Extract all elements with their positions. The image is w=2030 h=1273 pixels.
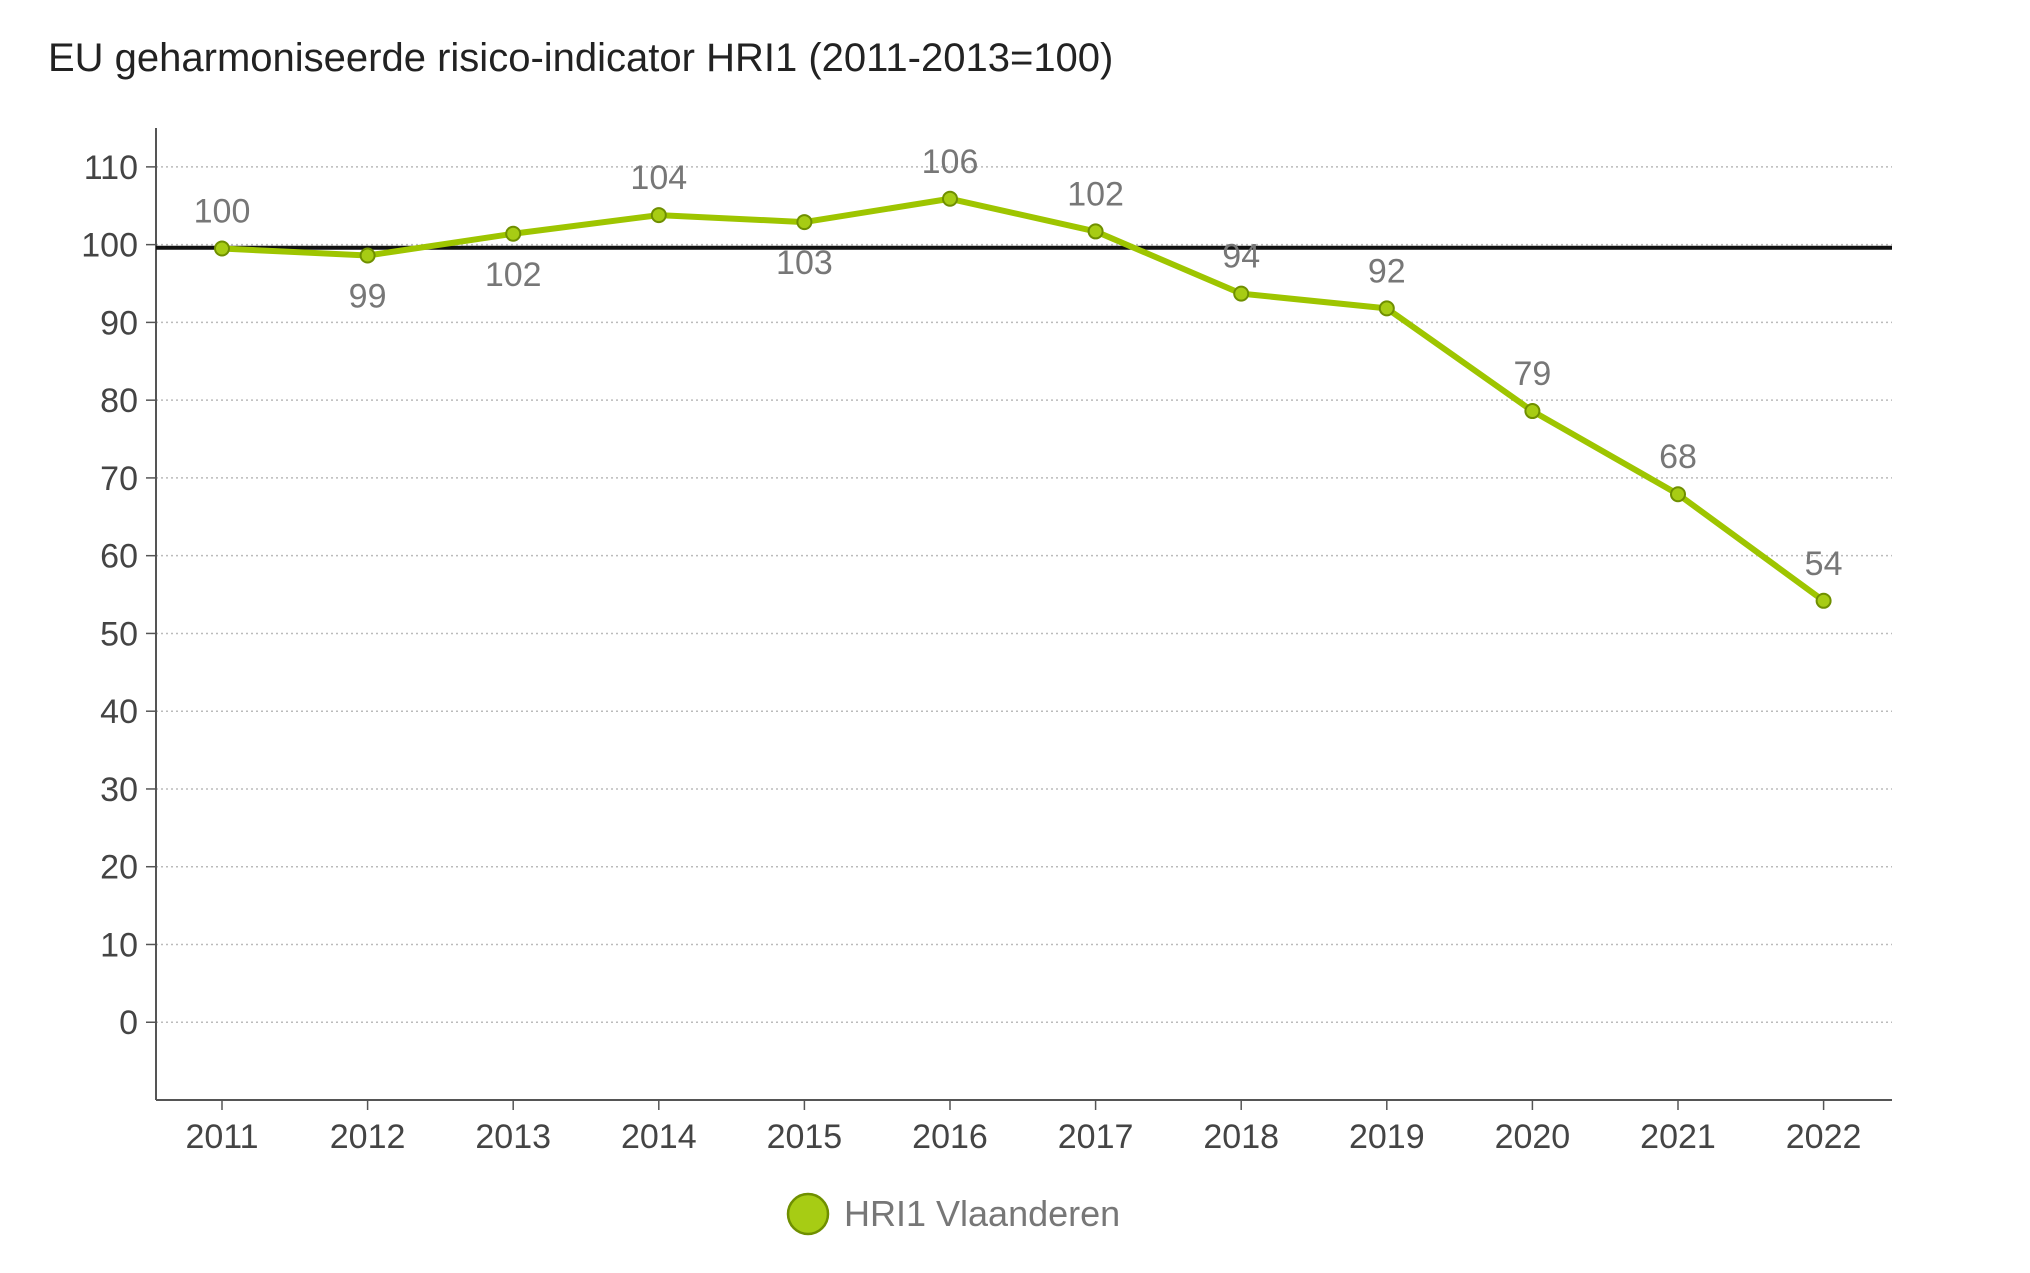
- x-tick-label: 2017: [1058, 1118, 1134, 1156]
- data-label: 99: [349, 278, 387, 316]
- y-tick-label: 60: [100, 538, 138, 576]
- x-tick-label: 2014: [621, 1118, 697, 1156]
- data-label: 102: [1067, 175, 1124, 213]
- data-point: [1233, 285, 1250, 302]
- series-group: [214, 190, 1832, 609]
- data-point: [1670, 486, 1686, 503]
- data-point: [942, 190, 958, 207]
- data-point: [796, 214, 813, 231]
- data-point: [1524, 403, 1541, 420]
- x-tick-label: 2012: [330, 1118, 406, 1156]
- x-axis: 2011 2012 2013 2014 2015 2016 2017 2018 2019 2020…: [156, 1099, 1892, 1156]
- chart-title: EU geharmoniseerde risico-indicator HRI1…: [48, 36, 1114, 80]
- y-tick-label: 50: [100, 615, 138, 653]
- y-axis: 0 10 20 30 40 50 60 70 80 90 100 110: [81, 128, 157, 1100]
- data-label: 104: [630, 159, 687, 197]
- x-tick-label: 2021: [1640, 1118, 1716, 1156]
- data-label: 102: [485, 256, 542, 294]
- data-point: [1815, 592, 1832, 609]
- y-tick-label: 20: [100, 849, 138, 887]
- y-tick-label: 100: [81, 227, 138, 265]
- data-label: 68: [1659, 438, 1697, 476]
- y-tick-label: 110: [84, 149, 138, 187]
- x-tick-label: 2018: [1203, 1118, 1279, 1156]
- y-tick-label: 0: [119, 1004, 138, 1042]
- data-point: [1087, 223, 1104, 240]
- y-tick-label: 30: [100, 771, 138, 809]
- legend: HRI1 Vlaanderen: [786, 1192, 1120, 1236]
- y-tick-label: 10: [100, 926, 138, 964]
- data-label: 94: [1222, 238, 1260, 276]
- data-label: 100: [194, 193, 251, 231]
- data-point: [505, 225, 522, 242]
- data-point: [214, 240, 230, 257]
- legend-label: HRI1 Vlaanderen: [844, 1193, 1120, 1234]
- series-line: [219, 195, 1827, 604]
- data-label: 92: [1368, 252, 1406, 290]
- data-label: 79: [1513, 355, 1551, 393]
- data-point: [650, 207, 667, 224]
- x-tick-label: 2022: [1786, 1118, 1862, 1156]
- data-label: 106: [922, 143, 979, 181]
- data-label: 103: [776, 244, 833, 282]
- grid-lines: [156, 166, 1892, 1023]
- y-tick-label: 80: [100, 382, 138, 420]
- data-point: [1378, 300, 1395, 317]
- x-tick-label: 2019: [1349, 1118, 1425, 1156]
- data-label: 54: [1805, 545, 1843, 583]
- x-tick-label: 2013: [475, 1118, 551, 1156]
- y-tick-label: 90: [100, 304, 138, 342]
- legend-marker: [786, 1192, 830, 1236]
- x-tick-label: 2011: [185, 1118, 258, 1156]
- data-labels: 100 99 102 104 103 106 102 94 92 79 68 54: [194, 143, 1843, 583]
- x-tick-label: 2020: [1495, 1118, 1571, 1156]
- x-tick-label: 2016: [912, 1118, 988, 1156]
- y-tick-label: 70: [100, 460, 138, 498]
- y-tick-label: 40: [100, 693, 138, 731]
- x-tick-label: 2015: [767, 1118, 843, 1156]
- data-point: [359, 247, 376, 264]
